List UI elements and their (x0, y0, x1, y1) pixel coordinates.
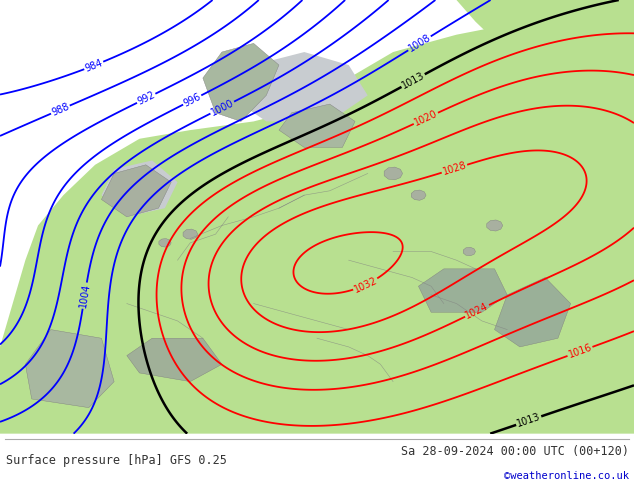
Polygon shape (159, 239, 171, 247)
Polygon shape (411, 190, 426, 200)
Text: ©weatheronline.co.uk: ©weatheronline.co.uk (504, 471, 629, 482)
Text: 1016: 1016 (567, 343, 593, 360)
Polygon shape (384, 167, 403, 180)
Polygon shape (228, 52, 368, 122)
Text: 996: 996 (182, 91, 203, 109)
Polygon shape (487, 220, 503, 231)
Text: 1000: 1000 (209, 98, 235, 118)
Polygon shape (463, 247, 476, 256)
Text: 1013: 1013 (400, 71, 426, 91)
Polygon shape (0, 0, 634, 434)
Polygon shape (203, 44, 279, 122)
Text: 1028: 1028 (441, 160, 468, 177)
Polygon shape (495, 277, 571, 347)
Polygon shape (101, 165, 171, 217)
Text: 988: 988 (50, 101, 71, 118)
Polygon shape (101, 160, 178, 217)
Text: 984: 984 (83, 57, 104, 74)
Polygon shape (456, 0, 634, 87)
Text: 1032: 1032 (353, 275, 379, 294)
Polygon shape (418, 269, 507, 312)
Text: 992: 992 (136, 90, 157, 107)
Polygon shape (279, 104, 355, 147)
Polygon shape (183, 229, 198, 239)
Polygon shape (25, 330, 114, 408)
Text: 1020: 1020 (413, 109, 439, 128)
Text: 1013: 1013 (515, 412, 542, 429)
Polygon shape (127, 338, 222, 382)
Text: 1024: 1024 (464, 301, 490, 321)
Text: Surface pressure [hPa] GFS 0.25: Surface pressure [hPa] GFS 0.25 (6, 454, 227, 467)
Text: 1008: 1008 (406, 33, 432, 54)
Text: 1004: 1004 (78, 283, 91, 309)
Text: Sa 28-09-2024 00:00 UTC (00+120): Sa 28-09-2024 00:00 UTC (00+120) (401, 445, 629, 458)
